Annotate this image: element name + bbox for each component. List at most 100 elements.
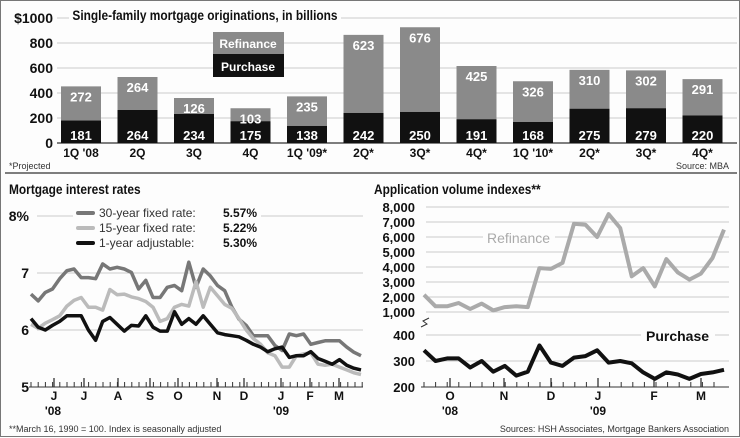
month-label: O [445,389,454,403]
month-label: J [81,389,88,403]
rate-line-3 [29,310,362,372]
mba-source: Source: MBA [675,161,729,171]
label-bg [483,229,555,247]
bar-refinance [287,96,327,126]
bar-refinance [117,77,158,110]
month-label: N [500,389,509,403]
y-tick-label: 400 [393,328,415,343]
refinance-value-label: 272 [70,89,92,104]
month-label: J [51,389,58,403]
legend-label: 30-year fixed rate: [99,206,196,220]
month-label: J [595,389,602,403]
y-tick-label: 0 [45,135,53,151]
y-tick-label: 300 [393,354,415,369]
bar-purchase [61,120,101,143]
label-bg [641,326,715,344]
rates-legend-box [73,205,261,255]
refinance-value-label: 235 [296,99,318,114]
y-tick-label: 8% [9,208,30,224]
month-label: F [650,389,657,403]
bar-refinance [682,79,723,116]
legend-label: 1-year adjustable: [99,236,194,250]
bar-purchase [626,108,666,143]
refinance-series-label: Refinance [487,230,550,246]
bar-purchase [456,119,497,143]
category-label: 4Q* [466,146,487,160]
category-label: 2Q [129,146,145,160]
bar-purchase [287,125,327,143]
y-tick-label: 200 [393,380,415,395]
purchase-value-label: 220 [692,128,714,143]
bar-refinance [513,81,553,122]
purchase-value-label: 264 [127,128,149,143]
month-label: M [334,389,344,403]
y-tick-label: 5,000 [382,245,415,260]
sources-note: Sources: HSH Associates, Mortgage Banker… [499,424,729,434]
year-label: '09 [273,404,290,418]
bar-refinance [230,108,271,122]
purchase-value-label: 181 [70,128,92,143]
y-tick-label: 200 [30,110,54,126]
month-label: N [213,389,222,403]
y-tick-label: 5 [21,379,29,395]
rates-title: Mortgage interest rates [9,181,141,197]
purchase-value-label: 234 [183,128,205,143]
bar-purchase [343,112,384,143]
bar-refinance [400,27,440,112]
purchase-value-label: 275 [579,128,601,143]
y-tick-label: 8,000 [382,200,415,215]
refinance-value-label: 264 [127,80,149,95]
purchase-value-label: 168 [522,128,544,143]
year-label: '08 [45,404,62,418]
volume-title: Application volume indexes** [374,181,541,197]
month-label: D [240,389,249,403]
category-label: 4Q [242,146,258,160]
bar-purchase [117,110,158,143]
legend-label: 15-year fixed rate: [99,221,196,235]
refinance-value-label: 103 [240,111,262,126]
y-tick-label: 4,000 [382,260,415,275]
purchase-value-label: 191 [466,128,488,143]
category-label: 3Q [186,146,202,160]
month-label: D [547,389,556,403]
legend-purchase-swatch [213,54,284,77]
index-footnote: **March 16, 1990 = 100. Index is seasona… [9,424,222,434]
originations-title: Single-family mortgage originations, in … [69,7,341,23]
y-tick-label: 7 [21,265,29,281]
bar-purchase [569,108,610,143]
category-label: 3Q* [410,146,431,160]
refinance-index-line [422,212,726,313]
y-tick-label: 800 [30,35,54,51]
projected-footnote: *Projected [9,161,51,171]
purchase-value-label: 242 [353,128,375,143]
category-label: 4Q* [692,146,713,160]
bar-purchase [400,111,440,143]
year-label: '09 [590,404,607,418]
category-label: 1Q '10* [513,146,554,160]
bar-refinance [569,69,610,109]
bar-purchase [682,115,723,143]
category-label: 2Q* [353,146,374,160]
refinance-value-label: 425 [466,69,488,84]
y-tick-label: 3,000 [382,275,415,290]
category-label: 2Q* [579,146,600,160]
category-label: 1Q '08 [63,146,99,160]
bar-purchase [513,122,553,143]
refinance-value-label: 302 [635,73,657,88]
bar-refinance [61,86,101,121]
category-label: 1Q '09* [287,146,328,160]
bar-refinance [626,70,666,109]
refinance-value-label: 326 [522,84,544,99]
rate-line-2 [30,279,362,377]
y-tick-label: 400 [30,85,54,101]
purchase-value-label: 279 [635,128,657,143]
purchase-index-line [422,343,725,381]
refinance-value-label: 676 [409,30,431,45]
y-tick-label: 1,000 [382,305,415,320]
bar-purchase [230,121,271,143]
bar-refinance [174,98,214,114]
bar-refinance [343,34,384,113]
year-label: '08 [442,404,459,418]
y-tick-label: $1000 [14,10,53,26]
